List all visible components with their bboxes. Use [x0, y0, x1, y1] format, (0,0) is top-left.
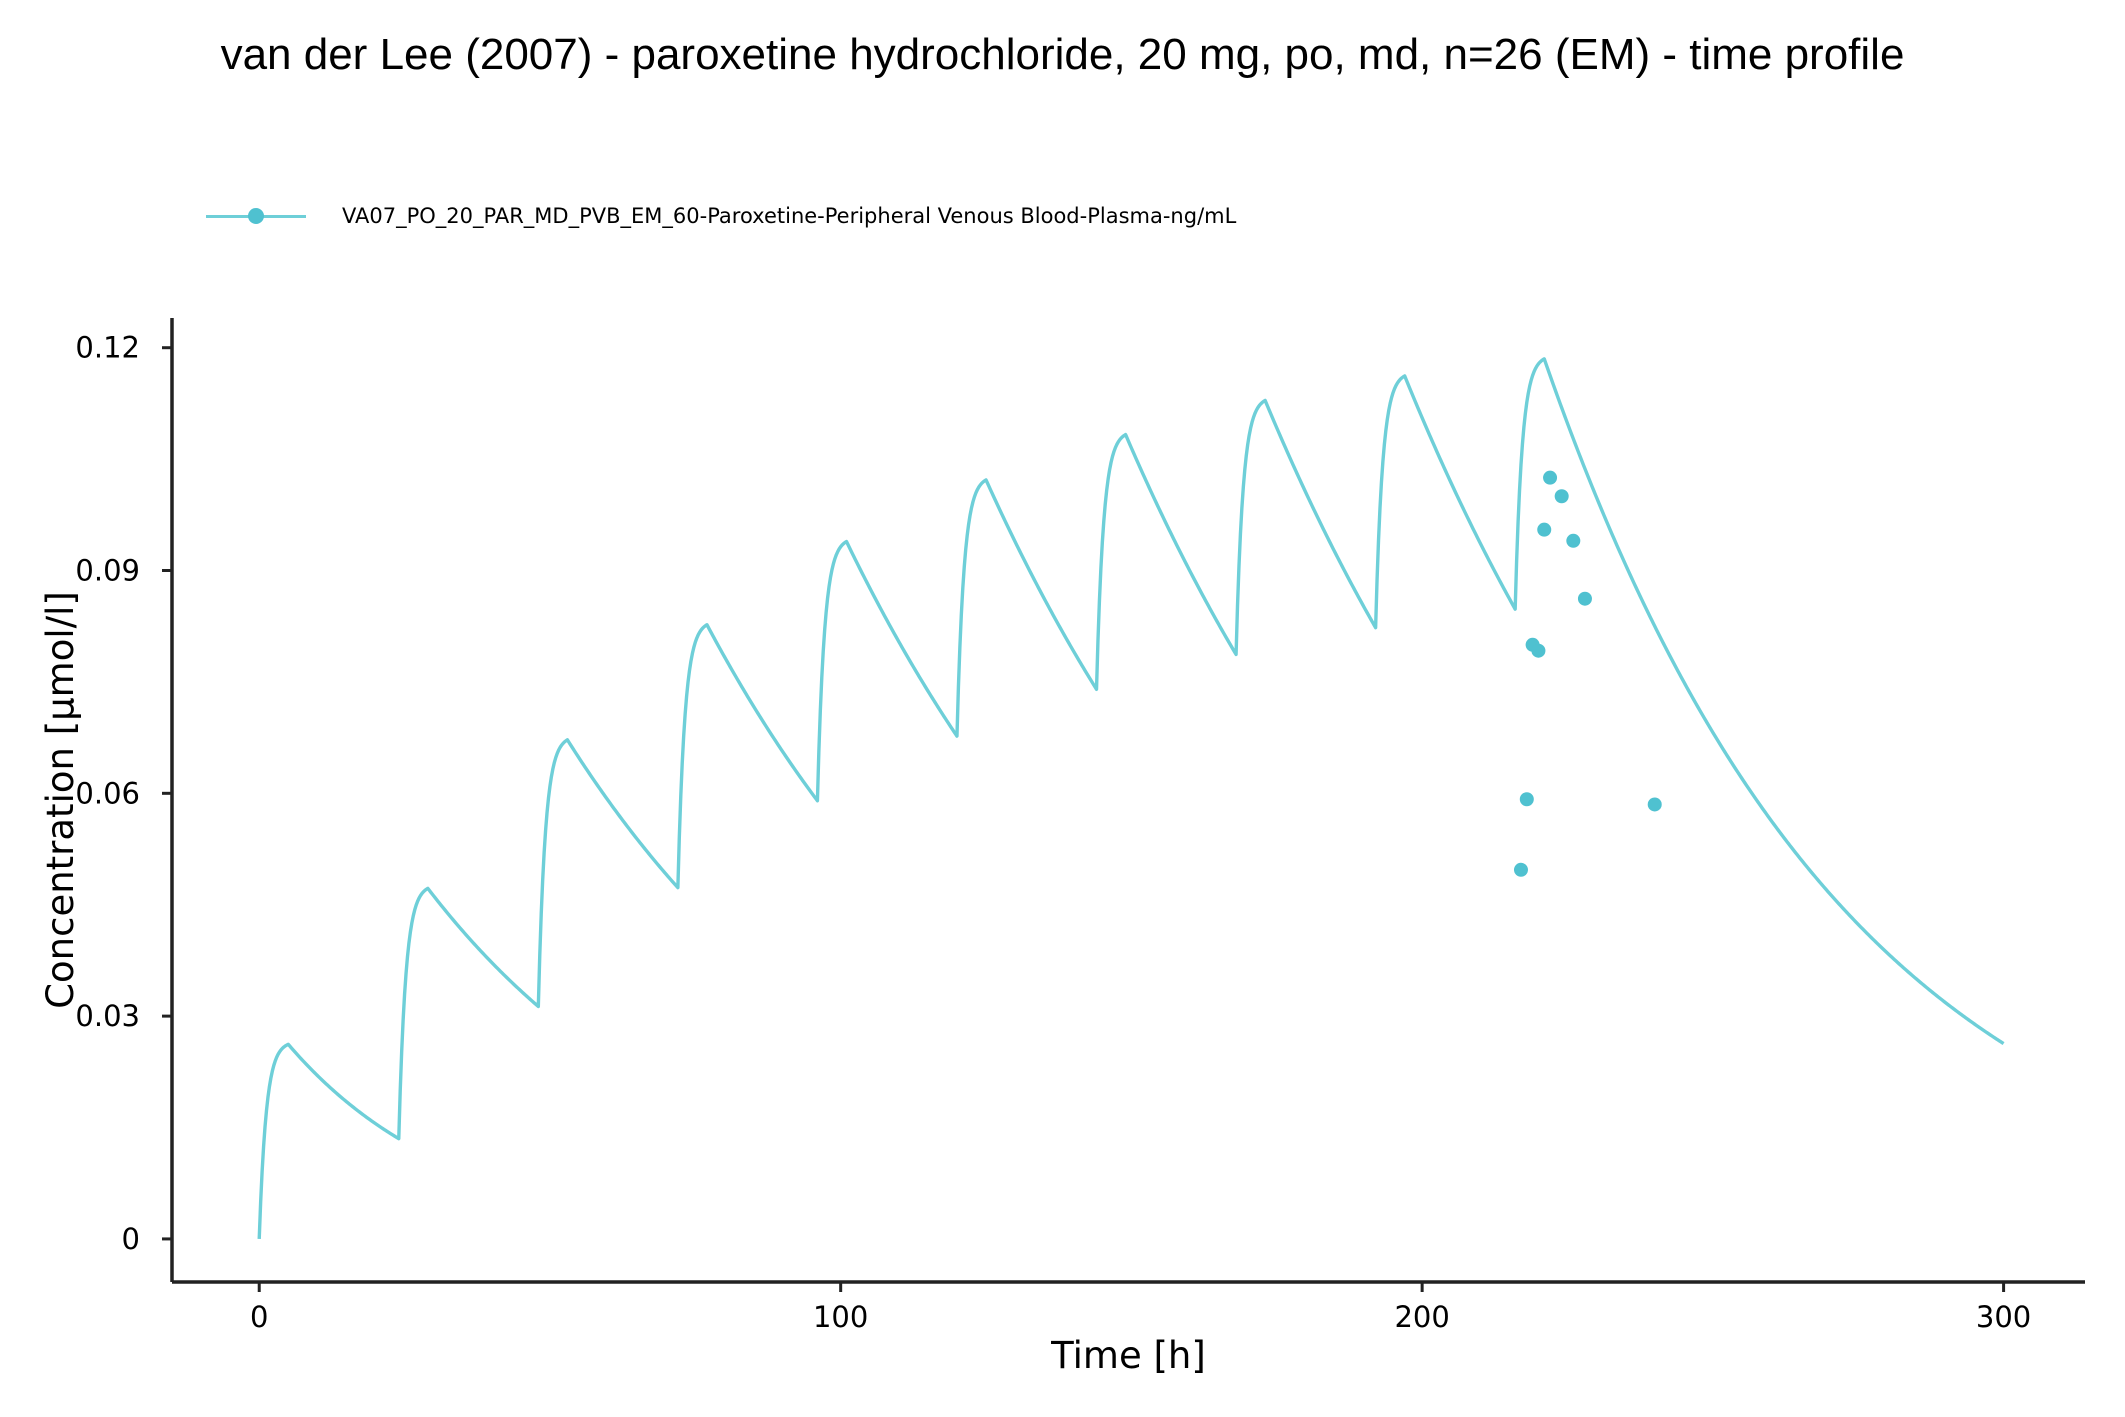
observed-data-point — [1566, 533, 1581, 548]
y-tick-label: 0 — [122, 1222, 140, 1256]
legend-key — [206, 196, 306, 236]
observed-data-point — [1577, 591, 1592, 606]
y-tick-label: 0.12 — [75, 331, 140, 365]
x-tick-label: 200 — [1394, 1300, 1449, 1334]
axes: 0 0.03 0.06 0.09 0.12 0 100 200 300 Time [h] Conce… — [39, 318, 2085, 1377]
observed-data-point — [1513, 862, 1528, 877]
chart-marks — [257, 357, 2005, 1239]
x-tick-label: 300 — [1976, 1300, 2031, 1334]
observed-data-point — [1543, 470, 1558, 485]
legend: VA07_PO_20_PAR_MD_PVB_EM_60-Paroxetine-P… — [206, 196, 1236, 236]
observed-data-point — [1647, 797, 1662, 812]
legend-label: VA07_PO_20_PAR_MD_PVB_EM_60-Paroxetine-P… — [342, 204, 1237, 228]
chart-title: van der Lee (2007) - paroxetine hydrochl… — [220, 30, 1905, 79]
y-tick-label: 0.09 — [75, 554, 140, 588]
x-tick-label: 100 — [813, 1300, 868, 1334]
simulated-series-line — [257, 357, 2005, 1239]
x-tick-label: 0 — [250, 1300, 268, 1334]
observed-data-point — [1519, 792, 1534, 807]
y-tick-label: 0.06 — [75, 776, 140, 810]
legend-dot-swatch — [248, 208, 264, 224]
observed-data-point — [1537, 522, 1552, 537]
observed-data-point — [1531, 643, 1546, 658]
x-axis-title: Time [h] — [1050, 1334, 1206, 1377]
observed-data-point — [1554, 489, 1569, 504]
y-axis-title: Concentration [µmol/l] — [39, 591, 82, 1009]
y-tick-label: 0.03 — [75, 999, 140, 1033]
